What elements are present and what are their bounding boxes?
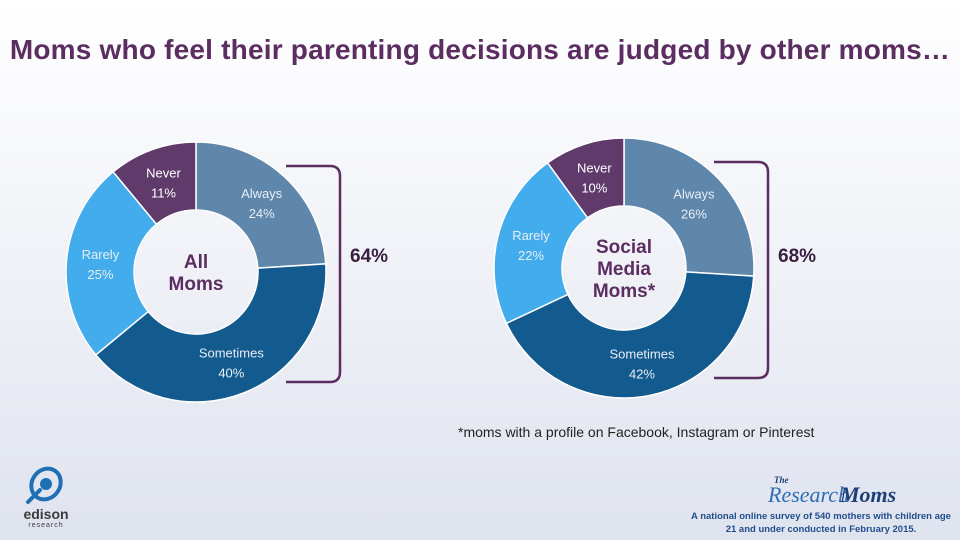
brand-research: Research (768, 482, 850, 507)
slice-value-sometimes: 42% (629, 366, 655, 381)
bracket (714, 160, 770, 380)
slice-always (623, 137, 755, 277)
center-label-line: Social (596, 237, 652, 258)
slice-never (546, 137, 625, 219)
slice-value-always: 26% (681, 206, 707, 221)
center-label-line: Moms* (593, 281, 656, 302)
slice-label-rarely: Rarely (82, 247, 120, 262)
slice-always (195, 141, 327, 269)
bracket (286, 164, 342, 384)
slice-never (112, 141, 197, 226)
donut-social-media-moms: Always 26% Sometimes 42% Rarely 22% Never 10% So… (493, 137, 816, 399)
slice-value-sometimes: 40% (218, 365, 244, 380)
slice-value-rarely: 22% (518, 248, 544, 263)
slice-label-always: Always (241, 186, 283, 201)
research-moms-logo: The Research Moms (768, 475, 898, 509)
donut-all-moms: Always 24% Sometimes 40% Rarely 25% Never 11% Al… (65, 141, 388, 403)
slice-value-never: 10% (581, 181, 607, 196)
edison-bulb-icon (26, 466, 63, 504)
slice-label-never: Never (146, 166, 181, 181)
brand-moms: Moms (840, 482, 897, 507)
center-label-line: Media (597, 259, 651, 280)
slice-label-sometimes: Sometimes (199, 345, 265, 360)
slice-sometimes (505, 271, 755, 399)
edison-wordmark: edison (23, 506, 69, 522)
center-label-line: Moms (169, 274, 224, 295)
slice-rarely (65, 170, 158, 356)
bracket-label: 64% (350, 246, 388, 267)
bracket-label: 68% (778, 246, 816, 267)
slice-label-rarely: Rarely (512, 228, 550, 243)
slice-value-rarely: 25% (87, 267, 113, 282)
edison-subword: research (28, 522, 64, 529)
center-label-line: All (184, 252, 208, 273)
slice-value-never: 11% (151, 186, 176, 201)
brand-the: The (774, 475, 789, 485)
page-title: Moms who feel their parenting decisions … (9, 34, 951, 65)
slice-value-always: 24% (249, 206, 275, 221)
edison-logo: edison research (18, 462, 88, 532)
slice-rarely (493, 161, 589, 325)
survey-note: A national online survey of 540 mothers … (691, 511, 951, 535)
slice-label-sometimes: Sometimes (609, 346, 675, 361)
slice-sometimes (94, 263, 327, 403)
footnote: *moms with a profile on Facebook, Instag… (458, 424, 815, 440)
slice-label-never: Never (577, 161, 612, 176)
slice-label-always: Always (673, 186, 715, 201)
